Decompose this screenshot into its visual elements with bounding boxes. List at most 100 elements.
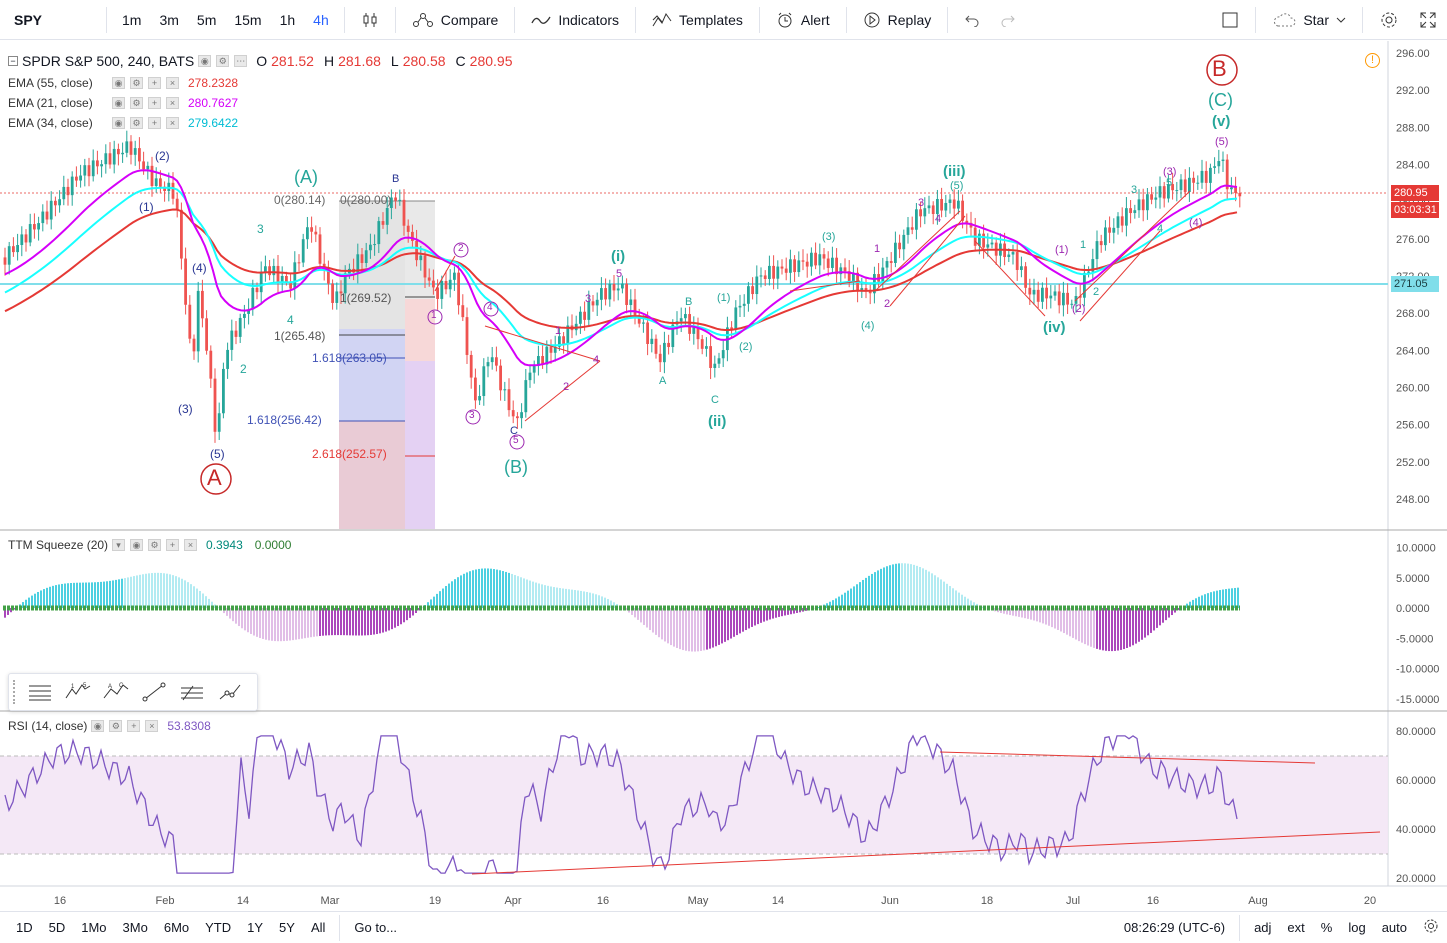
range-5d[interactable]: 5D <box>48 920 66 935</box>
alert-button[interactable]: Alert <box>766 11 840 29</box>
settings-icon[interactable]: ⚙ <box>109 720 123 732</box>
chart-canvas[interactable]: 296.00292.00288.00284.00280.00276.00272.… <box>0 41 1447 911</box>
symbol-search[interactable]: SPY <box>14 11 43 28</box>
rsi-band <box>0 756 1388 854</box>
wave-trendlines[interactable] <box>434 190 1191 422</box>
rsi-resistance-trendline[interactable] <box>939 751 1316 764</box>
warning-icon[interactable]: ! <box>1365 53 1380 68</box>
range-5y[interactable]: 5Y <box>279 920 295 935</box>
clock-readout[interactable]: 08:26:29 (UTC-6) <box>1123 920 1226 935</box>
star-button[interactable]: Star <box>1262 12 1356 28</box>
eye-icon[interactable]: ◉ <box>112 77 125 89</box>
eye-icon[interactable]: ◉ <box>91 720 105 732</box>
ema-55-legend[interactable]: EMA (55, close) ◉ ⚙ + × 278.2328 <box>8 76 238 90</box>
adj-toggle[interactable]: adj <box>1254 920 1272 935</box>
wave-label-v: (v) <box>1212 113 1231 130</box>
ext-toggle[interactable]: ext <box>1287 920 1305 935</box>
settings-icon[interactable]: ⚙ <box>216 55 230 67</box>
more-icon[interactable]: ⋯ <box>234 55 248 67</box>
replay-button[interactable]: Replay <box>853 11 942 29</box>
squeeze-legend[interactable]: TTM Squeeze (20) ▾ ◉ ⚙ + × 0.3943 0.0000 <box>8 538 291 552</box>
chart-settings-button[interactable] <box>1415 918 1447 937</box>
rsi-legend[interactable]: RSI (14, close) ◉ ⚙ + × 53.8308 <box>8 719 211 733</box>
close-icon[interactable]: × <box>166 97 179 109</box>
ema-21-legend[interactable]: EMA (21, close) ◉ ⚙ + × 280.7627 <box>8 96 238 110</box>
chart-type-button[interactable] <box>351 11 389 29</box>
close-icon[interactable]: × <box>166 117 179 129</box>
range-1y[interactable]: 1Y <box>247 920 264 935</box>
percent-toggle[interactable]: % <box>1320 920 1333 935</box>
compare-button[interactable]: Compare <box>402 12 509 28</box>
undo-button[interactable] <box>954 13 990 27</box>
range-1mo[interactable]: 1Mo <box>81 920 107 935</box>
auto-toggle[interactable]: auto <box>1381 920 1407 935</box>
redo-button[interactable] <box>990 13 1026 27</box>
time-axis-tick: Aug <box>1248 895 1268 907</box>
drag-handle[interactable] <box>13 680 21 704</box>
range-all[interactable]: All <box>310 920 326 935</box>
add-icon[interactable]: + <box>148 97 161 109</box>
interval-1m[interactable]: 1m <box>122 11 142 28</box>
candle-body <box>864 288 868 292</box>
rsi-support-trendline[interactable] <box>471 831 1381 875</box>
add-icon[interactable]: + <box>127 720 141 732</box>
interval-3m[interactable]: 3m <box>159 11 179 28</box>
settings-icon[interactable]: ⚙ <box>130 117 143 129</box>
goto-button[interactable]: Go to... <box>354 920 398 935</box>
interval-15m[interactable]: 15m <box>234 11 262 28</box>
eye-icon[interactable]: ◉ <box>112 117 125 129</box>
fib-retracement-tool[interactable] <box>21 677 59 707</box>
settings-icon[interactable]: ⚙ <box>148 539 162 551</box>
expand-button[interactable] <box>1409 11 1447 29</box>
close-icon[interactable]: × <box>145 720 159 732</box>
interval-4h[interactable]: 4h <box>313 11 329 28</box>
range-3mo[interactable]: 3Mo <box>122 920 148 935</box>
time-axis[interactable]: 16 Feb 14 Mar 19 Apr 16 May 14 Jun 18 Jul 16 Aug 20 <box>54 895 1376 907</box>
chart-area[interactable]: 296.00292.00288.00284.00280.00276.00272.… <box>0 41 1447 911</box>
chevron-down-icon[interactable]: ▾ <box>112 539 126 551</box>
ohlc-h-label: H <box>323 53 335 69</box>
range-ytd[interactable]: YTD <box>205 920 232 935</box>
settings-button[interactable] <box>1369 10 1409 30</box>
squeeze-value-2: 0.0000 <box>254 538 292 552</box>
candle-body <box>285 276 288 282</box>
ema-34-legend[interactable]: EMA (34, close) ◉ ⚙ + × 279.6422 <box>8 116 238 130</box>
eye-icon[interactable]: ◉ <box>198 55 212 67</box>
candle-body <box>814 252 817 266</box>
fib-extension-drawing[interactable] <box>339 200 435 529</box>
candle-body <box>100 164 103 167</box>
add-icon[interactable]: + <box>148 117 161 129</box>
interval-5m[interactable]: 5m <box>196 11 217 28</box>
range-1d[interactable]: 1D <box>16 920 33 935</box>
path-tool[interactable] <box>211 677 249 707</box>
templates-button[interactable]: Templates <box>642 12 753 28</box>
close-icon[interactable]: × <box>166 77 179 89</box>
ema-34-label: EMA (34, close) <box>8 116 93 130</box>
trend-line-tool[interactable] <box>135 677 173 707</box>
eye-icon[interactable]: ◉ <box>112 97 125 109</box>
squeeze-axis[interactable]: 10.0000 5.0000 0.0000 -5.0000 -10.0000 -15.00… <box>1396 543 1439 706</box>
range-6mo[interactable]: 6Mo <box>163 920 190 935</box>
add-icon[interactable]: + <box>166 539 180 551</box>
settings-icon[interactable]: ⚙ <box>130 97 143 109</box>
close-icon[interactable]: × <box>184 539 198 551</box>
candle-body <box>104 153 108 165</box>
eye-icon[interactable]: ◉ <box>130 539 144 551</box>
candle-body <box>948 199 952 203</box>
fullscreen-button[interactable] <box>1211 11 1249 29</box>
collapse-icon[interactable]: − <box>8 56 18 66</box>
indicators-button[interactable]: Indicators <box>521 12 629 28</box>
rsi-label: RSI (14, close) <box>8 719 88 733</box>
log-toggle[interactable]: log <box>1348 920 1366 935</box>
interval-1h[interactable]: 1h <box>279 11 296 28</box>
rsi-axis[interactable]: 80.0000 60.0000 40.0000 20.0000 <box>1396 726 1436 885</box>
fib-extension-tool[interactable] <box>173 677 211 707</box>
settings-icon[interactable]: ⚙ <box>130 77 143 89</box>
add-icon[interactable]: + <box>148 77 161 89</box>
candle-body <box>381 221 385 225</box>
